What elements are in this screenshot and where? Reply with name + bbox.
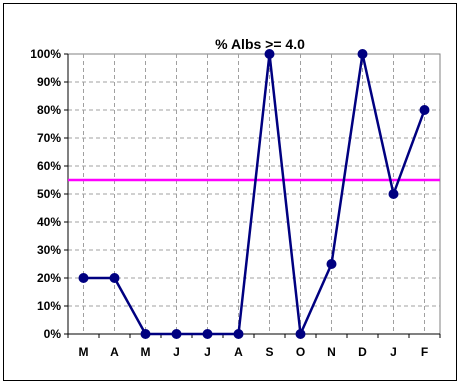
x-tick-label: J	[390, 345, 397, 359]
series-layer	[78, 49, 430, 339]
data-point	[264, 49, 275, 59]
x-tick-label: J	[173, 345, 180, 359]
y-tick-label: 80%	[37, 103, 61, 117]
chart-title: % Albs >= 4.0	[215, 36, 305, 52]
data-point	[326, 259, 337, 269]
data-point	[295, 329, 306, 339]
y-tick-label: 10%	[37, 299, 61, 313]
data-point	[233, 329, 244, 339]
x-tick-label: M	[79, 345, 89, 359]
data-point	[171, 329, 182, 339]
y-tick-label: 20%	[37, 271, 61, 285]
y-tick-label: 0%	[44, 327, 62, 341]
data-point	[419, 105, 430, 115]
y-tick-label: 50%	[37, 187, 61, 201]
x-tick-label: D	[358, 345, 367, 359]
y-tick-label: 60%	[37, 159, 61, 173]
y-axis-tick-labels: 0% 10% 20% 30% 40% 50% 60% 70% 80% 90% 100%	[30, 47, 61, 341]
data-point	[78, 273, 89, 283]
x-tick-label: A	[234, 345, 243, 359]
data-point	[140, 329, 151, 339]
y-tick-label: 90%	[37, 75, 61, 89]
x-tick-label: N	[327, 345, 336, 359]
x-tick-label: J	[204, 345, 211, 359]
x-tick-label: A	[110, 345, 119, 359]
x-tick-label: O	[296, 345, 305, 359]
y-tick-label: 30%	[37, 243, 61, 257]
data-point	[388, 189, 399, 199]
y-tick-label: 40%	[37, 215, 61, 229]
data-point	[357, 49, 368, 59]
y-tick-label: 100%	[30, 47, 61, 61]
x-tick-label: S	[265, 345, 273, 359]
grid-lines	[68, 54, 440, 334]
series-line	[83, 52, 426, 336]
data-point	[202, 329, 213, 339]
x-tick-label: F	[421, 345, 428, 359]
data-point	[109, 273, 120, 283]
y-tick-label: 70%	[37, 131, 61, 145]
x-tick-label: M	[141, 345, 151, 359]
